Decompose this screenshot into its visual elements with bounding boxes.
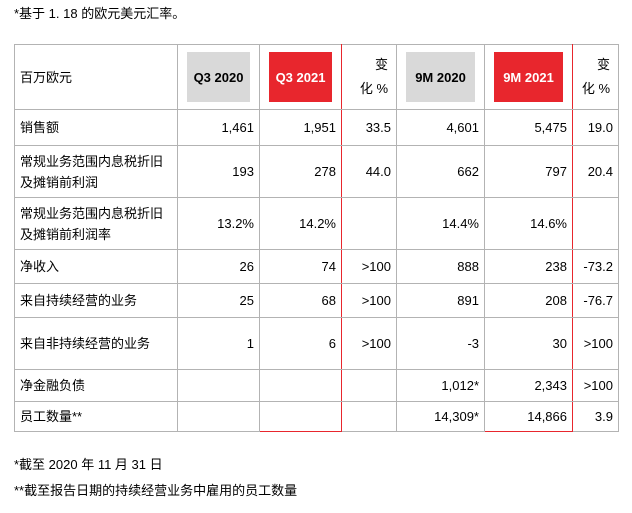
cell-9m-2020: 4,601: [396, 109, 485, 146]
footnote-date: *截至 2020 年 11 月 31 日: [14, 457, 163, 472]
cell-9m-2020: 14.4%: [396, 197, 485, 250]
row-label: 销售额: [14, 109, 178, 146]
header-9m-2020: 9M 2020: [396, 44, 485, 110]
cell-9m-2021: 2,343: [484, 369, 573, 402]
cell-q3-2021: [259, 369, 342, 402]
cell-q3-2021: 68: [259, 283, 342, 318]
header-change-q3-line1: 变: [374, 57, 388, 72]
table-row: 净金融负债 1,012* 2,343 >100: [14, 369, 619, 402]
header-9m-2020-label: 9M 2020: [406, 52, 475, 102]
cell-q3-2021: [259, 401, 342, 432]
cell-change-9m: 19.0: [572, 109, 619, 146]
cell-9m-2020: 14,309*: [396, 401, 485, 432]
cell-q3-2021: 6: [259, 317, 342, 370]
cell-change-q3: 44.0: [341, 145, 397, 198]
cell-change-q3: [341, 197, 397, 250]
cell-change-9m: 20.4: [572, 145, 619, 198]
cell-9m-2021: 797: [484, 145, 573, 198]
header-label-unit: 百万欧元: [14, 44, 178, 110]
cell-9m-2021: 14.6%: [484, 197, 573, 250]
cell-q3-2020: [177, 369, 260, 402]
cell-change-9m: -76.7: [572, 283, 619, 318]
financial-table: 百万欧元 Q3 2020 Q3 2021 变化 % 9M 2020 9M 202…: [14, 44, 619, 432]
header-q3-2020: Q3 2020: [177, 44, 260, 110]
cell-change-q3: >100: [341, 249, 397, 284]
cell-q3-2021: 278: [259, 145, 342, 198]
cell-change-q3: 33.5: [341, 109, 397, 146]
header-9m-2021: 9M 2021: [484, 44, 573, 110]
cell-change-9m: >100: [572, 369, 619, 402]
cell-q3-2020: 1: [177, 317, 260, 370]
cell-change-9m: >100: [572, 317, 619, 370]
table-row: 常规业务范围内息税折旧及摊销前利润率 13.2% 14.2% 14.4% 14.6%: [14, 197, 619, 250]
table-row: 员工数量** 14,309* 14,866 3.9: [14, 401, 619, 432]
header-row: 百万欧元 Q3 2020 Q3 2021 变化 % 9M 2020 9M 202…: [14, 44, 619, 110]
cell-q3-2020: 1,461: [177, 109, 260, 146]
header-q3-2021-label: Q3 2021: [269, 52, 332, 102]
header-q3-2020-label: Q3 2020: [187, 52, 250, 102]
header-change-q3: 变化 %: [341, 44, 397, 110]
cell-q3-2021: 14.2%: [259, 197, 342, 250]
row-label: 常规业务范围内息税折旧及摊销前利润率: [14, 197, 178, 250]
cell-change-q3: >100: [341, 283, 397, 318]
cell-9m-2021: 14,866: [484, 401, 573, 432]
row-label: 来自非持续经营的业务: [14, 317, 178, 370]
header-change-q3-line2: 化 %: [359, 81, 388, 96]
row-label: 常规业务范围内息税折旧及摊销前利润: [14, 145, 178, 198]
cell-q3-2020: 13.2%: [177, 197, 260, 250]
cell-q3-2020: [177, 401, 260, 432]
header-change-9m-line2: 化 %: [581, 81, 610, 96]
header-9m-2021-label: 9M 2021: [494, 52, 563, 102]
cell-change-9m: [572, 197, 619, 250]
cell-q3-2021: 74: [259, 249, 342, 284]
cell-9m-2020: -3: [396, 317, 485, 370]
cell-change-q3: [341, 369, 397, 402]
header-q3-2021: Q3 2021: [259, 44, 342, 110]
cell-9m-2021: 5,475: [484, 109, 573, 146]
row-label: 员工数量**: [14, 401, 178, 432]
exchange-rate-note: *基于 1. 18 的欧元美元汇率。: [14, 6, 186, 21]
row-label: 来自持续经营的业务: [14, 283, 178, 318]
cell-9m-2020: 1,012*: [396, 369, 485, 402]
cell-q3-2020: 26: [177, 249, 260, 284]
cell-change-q3: [341, 401, 397, 432]
table-row: 常规业务范围内息税折旧及摊销前利润 193 278 44.0 662 797 20.4: [14, 145, 619, 198]
cell-9m-2021: 208: [484, 283, 573, 318]
row-label: 净收入: [14, 249, 178, 284]
cell-q3-2020: 25: [177, 283, 260, 318]
row-label: 净金融负债: [14, 369, 178, 402]
table-row: 来自持续经营的业务 25 68 >100 891 208 -76.7: [14, 283, 619, 318]
cell-q3-2020: 193: [177, 145, 260, 198]
cell-9m-2020: 891: [396, 283, 485, 318]
cell-9m-2020: 888: [396, 249, 485, 284]
cell-q3-2021: 1,951: [259, 109, 342, 146]
table-row: 销售额 1,461 1,951 33.5 4,601 5,475 19.0: [14, 109, 619, 146]
header-change-9m-line1: 变: [596, 57, 610, 72]
header-change-9m: 变化 %: [572, 44, 619, 110]
cell-9m-2021: 30: [484, 317, 573, 370]
table-row: 来自非持续经营的业务 1 6 >100 -3 30 >100: [14, 317, 619, 370]
cell-change-9m: -73.2: [572, 249, 619, 284]
cell-9m-2021: 238: [484, 249, 573, 284]
footnote-employees: **截至报告日期的持续经营业务中雇用的员工数量: [14, 483, 298, 498]
table-row: 净收入 26 74 >100 888 238 -73.2: [14, 249, 619, 284]
cell-change-9m: 3.9: [572, 401, 619, 432]
cell-change-q3: >100: [341, 317, 397, 370]
cell-9m-2020: 662: [396, 145, 485, 198]
